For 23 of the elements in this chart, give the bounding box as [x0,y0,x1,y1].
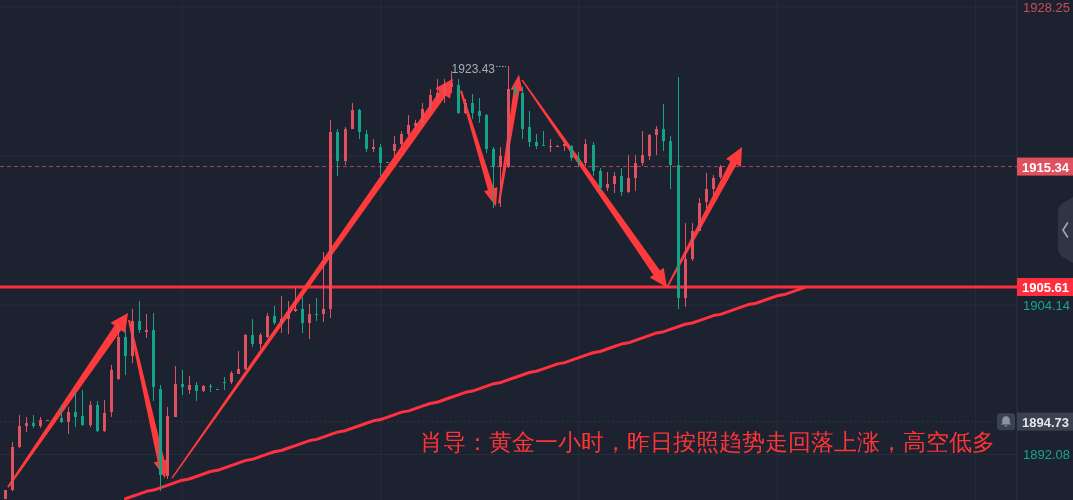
candlestick [606,172,609,191]
y-tick-label: 1904.14 [1023,297,1070,313]
candlestick [315,298,318,321]
ref-line-label: 1905.61 [1022,279,1069,295]
candlestick [53,417,56,420]
candlestick [74,391,77,427]
candlestick [294,287,297,312]
candlestick [436,79,439,103]
ref-line-label: 1915.34 [1022,159,1070,175]
candlestick [25,417,28,432]
candlestick [280,295,283,333]
candlestick [32,414,35,429]
y-tick-label: 1892.08 [1023,446,1070,462]
candlestick [223,377,226,390]
candlestick [145,314,148,338]
candlestick [322,252,325,322]
candlestick [372,138,375,153]
candlestick [450,70,453,93]
y-tick-label: 1928.25 [1023,0,1070,15]
ref-line-label: 1894.73 [1022,414,1069,430]
annotation: 肖导：黄金一小时，昨日按照趋势走回落上涨，高空低多 [420,429,995,455]
candlestick [542,131,545,147]
annotation: 1923.43 [451,62,496,77]
